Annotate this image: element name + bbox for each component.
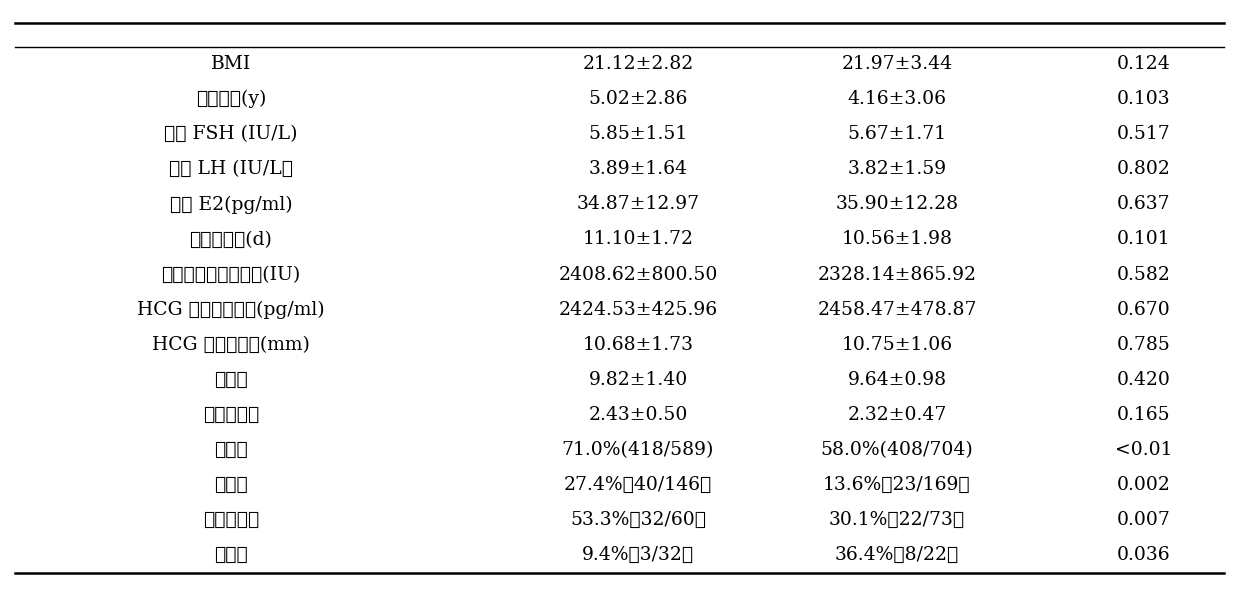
Text: 0.036: 0.036 bbox=[1116, 546, 1171, 564]
Text: 53.3%（32/60）: 53.3%（32/60） bbox=[570, 511, 706, 529]
Text: 3.82±1.59: 3.82±1.59 bbox=[847, 160, 947, 178]
Text: 9.4%（3/32）: 9.4%（3/32） bbox=[582, 546, 694, 564]
Text: 71.0%(418/589): 71.0%(418/589) bbox=[561, 441, 714, 459]
Text: 0.637: 0.637 bbox=[1116, 195, 1171, 214]
Text: 0.002: 0.002 bbox=[1116, 476, 1171, 494]
Text: 2328.14±865.92: 2328.14±865.92 bbox=[818, 266, 976, 284]
Text: 4.16±3.06: 4.16±3.06 bbox=[847, 90, 947, 108]
Text: BMI: BMI bbox=[211, 55, 252, 73]
Text: 21.12±2.82: 21.12±2.82 bbox=[582, 55, 694, 73]
Text: 0.007: 0.007 bbox=[1116, 511, 1171, 529]
Text: 0.517: 0.517 bbox=[1116, 125, 1171, 143]
Text: 基础 LH (IU/L）: 基础 LH (IU/L） bbox=[169, 160, 292, 178]
Text: 34.87±12.97: 34.87±12.97 bbox=[576, 195, 700, 214]
Text: 5.85±1.51: 5.85±1.51 bbox=[589, 125, 688, 143]
Text: 35.90±12.28: 35.90±12.28 bbox=[835, 195, 959, 214]
Text: 36.4%（8/22）: 36.4%（8/22） bbox=[835, 546, 959, 564]
Text: 促排卵天数(d): 促排卵天数(d) bbox=[190, 231, 273, 248]
Text: 0.802: 0.802 bbox=[1116, 160, 1171, 178]
Text: 0.785: 0.785 bbox=[1116, 336, 1171, 353]
Text: 移植率: 移植率 bbox=[214, 476, 248, 494]
Text: 5.67±1.71: 5.67±1.71 bbox=[847, 125, 947, 143]
Text: 不孕年限(y): 不孕年限(y) bbox=[196, 90, 266, 109]
Text: 临床妊娠率: 临床妊娠率 bbox=[203, 511, 259, 529]
Text: 5.02±2.86: 5.02±2.86 bbox=[589, 90, 688, 108]
Text: 总促性腺激素使用量(IU): 总促性腺激素使用量(IU) bbox=[161, 266, 301, 284]
Text: 11.10±1.72: 11.10±1.72 bbox=[582, 231, 694, 248]
Text: 0.670: 0.670 bbox=[1116, 301, 1171, 319]
Text: 0.582: 0.582 bbox=[1116, 266, 1171, 284]
Text: 受精率: 受精率 bbox=[214, 441, 248, 459]
Text: 基础 FSH (IU/L): 基础 FSH (IU/L) bbox=[165, 125, 297, 143]
Text: 10.56±1.98: 10.56±1.98 bbox=[841, 231, 953, 248]
Text: 获卵数: 获卵数 bbox=[214, 371, 248, 389]
Text: 9.82±1.40: 9.82±1.40 bbox=[589, 371, 688, 389]
Text: 13.6%（23/169）: 13.6%（23/169） bbox=[823, 476, 971, 494]
Text: 10.68±1.73: 10.68±1.73 bbox=[582, 336, 694, 353]
Text: 0.420: 0.420 bbox=[1116, 371, 1171, 389]
Text: 0.165: 0.165 bbox=[1116, 406, 1171, 424]
Text: 2.43±0.50: 2.43±0.50 bbox=[589, 406, 688, 424]
Text: 0.101: 0.101 bbox=[1116, 231, 1171, 248]
Text: 0.103: 0.103 bbox=[1116, 90, 1171, 108]
Text: 2458.47±478.87: 2458.47±478.87 bbox=[818, 301, 976, 319]
Text: 9.64±0.98: 9.64±0.98 bbox=[847, 371, 947, 389]
Text: HCG 日雌激素水平(pg/ml): HCG 日雌激素水平(pg/ml) bbox=[138, 300, 325, 319]
Text: 移植胚胎数: 移植胚胎数 bbox=[203, 406, 259, 424]
Text: 27.4%（40/146）: 27.4%（40/146） bbox=[564, 476, 712, 494]
Text: HCG 日内膜厅度(mm): HCG 日内膜厅度(mm) bbox=[152, 336, 310, 353]
Text: 3.89±1.64: 3.89±1.64 bbox=[589, 160, 688, 178]
Text: 30.1%（22/73）: 30.1%（22/73） bbox=[829, 511, 965, 529]
Text: 2.32±0.47: 2.32±0.47 bbox=[847, 406, 947, 424]
Text: 10.75±1.06: 10.75±1.06 bbox=[841, 336, 953, 353]
Text: 21.97±3.44: 21.97±3.44 bbox=[841, 55, 953, 73]
Text: 58.0%(408/704): 58.0%(408/704) bbox=[820, 441, 974, 459]
Text: 2424.53±425.96: 2424.53±425.96 bbox=[559, 301, 717, 319]
Text: <0.01: <0.01 bbox=[1115, 441, 1172, 459]
Text: 0.124: 0.124 bbox=[1116, 55, 1171, 73]
Text: 基础 E2(pg/ml): 基础 E2(pg/ml) bbox=[170, 195, 292, 214]
Text: 流产率: 流产率 bbox=[214, 546, 248, 564]
Text: 2408.62±800.50: 2408.62±800.50 bbox=[559, 266, 717, 284]
